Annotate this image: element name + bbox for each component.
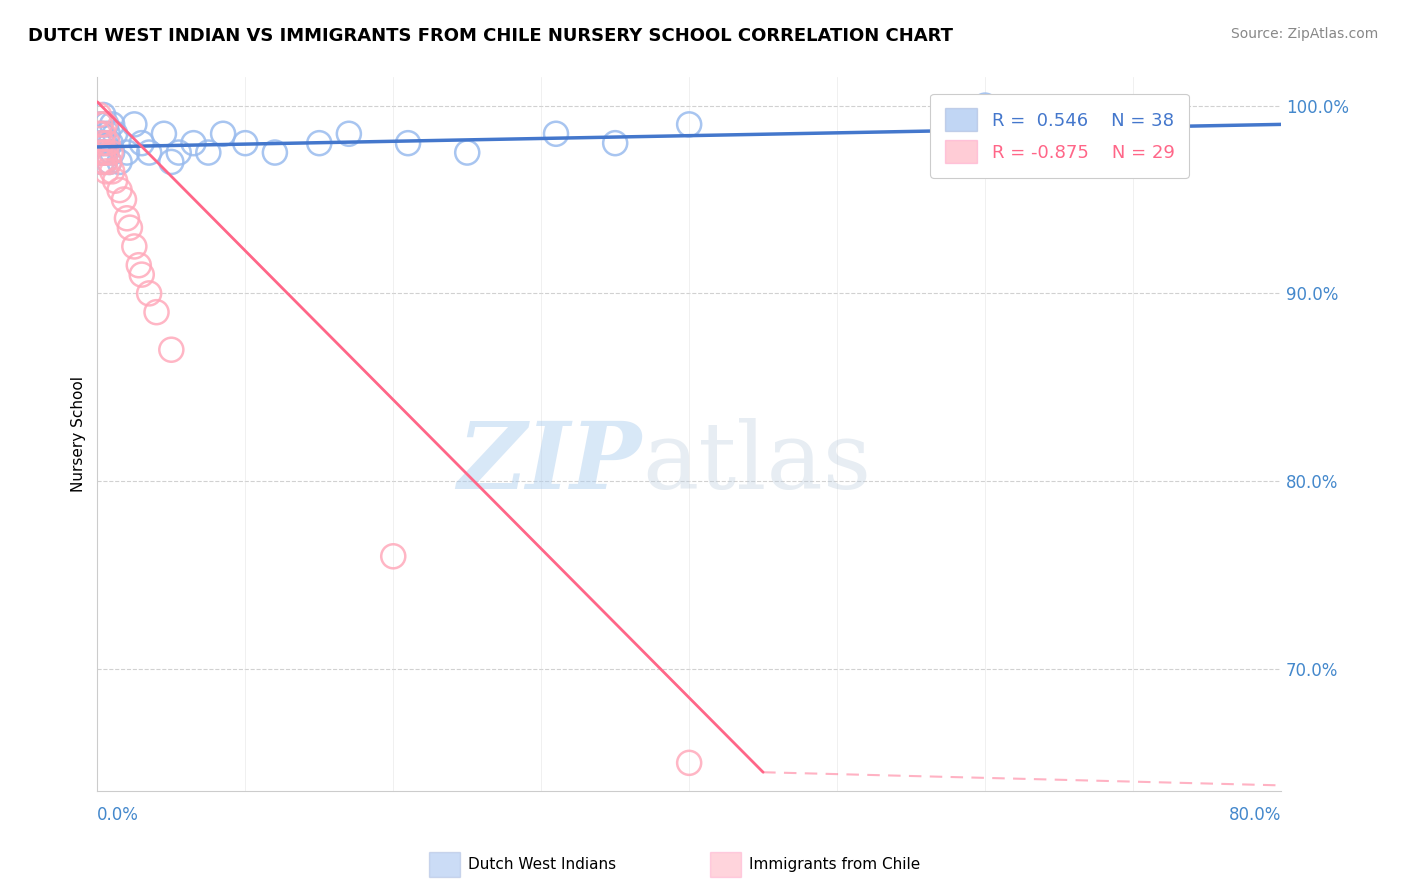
Text: Source: ZipAtlas.com: Source: ZipAtlas.com: [1230, 27, 1378, 41]
Text: 80.0%: 80.0%: [1229, 806, 1281, 824]
Point: [605, 136, 627, 150]
Point: [87, 127, 110, 141]
Point: [97, 136, 120, 150]
Point: [131, 136, 153, 150]
Point: [91, 145, 114, 160]
Point: [98, 155, 121, 169]
Point: [108, 155, 131, 169]
Point: [91, 145, 114, 160]
Point: [91, 108, 114, 122]
Point: [100, 136, 122, 150]
Point: [138, 286, 160, 301]
Point: [115, 211, 138, 226]
Point: [131, 268, 153, 282]
Point: [456, 145, 478, 160]
Point: [118, 220, 141, 235]
Point: [96, 145, 118, 160]
Point: [160, 343, 183, 357]
Point: [678, 756, 700, 770]
Point: [94, 155, 117, 169]
Text: DUTCH WEST INDIAN VS IMMIGRANTS FROM CHILE NURSERY SCHOOL CORRELATION CHART: DUTCH WEST INDIAN VS IMMIGRANTS FROM CHI…: [28, 27, 953, 45]
Point: [160, 155, 183, 169]
Text: Dutch West Indians: Dutch West Indians: [468, 857, 616, 871]
Point: [308, 136, 330, 150]
Point: [101, 164, 124, 178]
Point: [87, 108, 110, 122]
Point: [678, 117, 700, 131]
Point: [97, 127, 120, 141]
Point: [264, 145, 287, 160]
Y-axis label: Nursery School: Nursery School: [72, 376, 86, 492]
Point: [104, 174, 127, 188]
Point: [101, 145, 124, 160]
Point: [89, 117, 111, 131]
Legend: R =  0.546    N = 38, R = -0.875    N = 29: R = 0.546 N = 38, R = -0.875 N = 29: [931, 94, 1189, 178]
Point: [128, 258, 150, 272]
Point: [94, 136, 117, 150]
Point: [974, 98, 997, 112]
Point: [90, 136, 112, 150]
Point: [108, 183, 131, 197]
Point: [90, 155, 112, 169]
Point: [544, 127, 567, 141]
Point: [145, 305, 167, 319]
Point: [91, 127, 114, 141]
Point: [100, 145, 122, 160]
Point: [94, 117, 117, 131]
Point: [89, 145, 111, 160]
Point: [96, 117, 118, 131]
Point: [89, 145, 111, 160]
Point: [104, 127, 127, 141]
Point: [90, 155, 112, 169]
Point: [233, 136, 256, 150]
Point: [167, 145, 190, 160]
Point: [197, 145, 219, 160]
Point: [124, 117, 146, 131]
Point: [98, 155, 121, 169]
Point: [90, 127, 112, 141]
Text: 0.0%: 0.0%: [97, 806, 139, 824]
Point: [396, 136, 419, 150]
Point: [153, 127, 176, 141]
Point: [337, 127, 360, 141]
Point: [124, 239, 146, 253]
Text: ZIP: ZIP: [457, 417, 641, 508]
Point: [96, 164, 118, 178]
Point: [183, 136, 205, 150]
Point: [115, 145, 138, 160]
Point: [101, 117, 124, 131]
Point: [94, 155, 117, 169]
Point: [138, 145, 160, 160]
Point: [96, 145, 118, 160]
Text: atlas: atlas: [641, 417, 872, 508]
Point: [89, 117, 111, 131]
Point: [212, 127, 235, 141]
Text: Immigrants from Chile: Immigrants from Chile: [749, 857, 921, 871]
Point: [382, 549, 405, 564]
Point: [112, 193, 135, 207]
Point: [87, 136, 110, 150]
